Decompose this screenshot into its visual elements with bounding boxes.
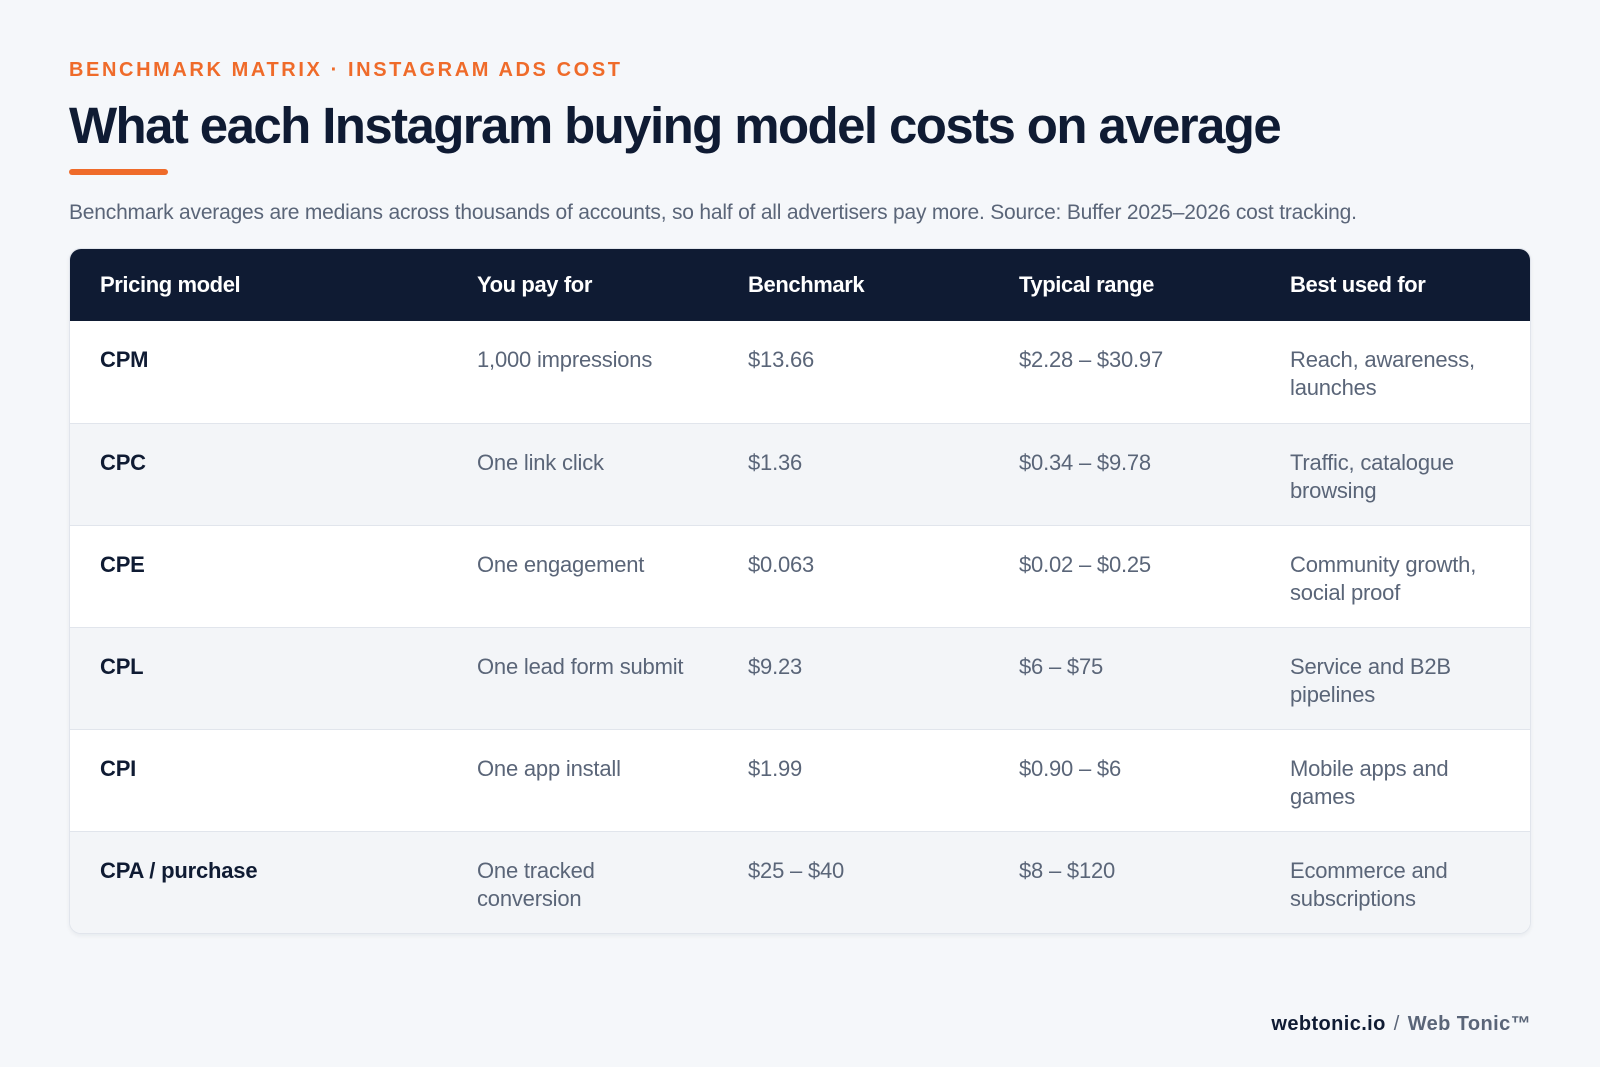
column-header-best-used-for: Best used for	[1290, 272, 1426, 297]
typical-range-cell: $8 – $120	[1019, 857, 1116, 883]
pricing-model-cell: CPA / purchase	[100, 857, 258, 883]
pricing-model-cell: CPI	[100, 755, 137, 781]
you-pay-for-cell: One link click	[477, 449, 604, 475]
page: BENCHMARK MATRIX · INSTAGRAM ADS COST Wh…	[69, 55, 1531, 934]
column-header-typical-range: Typical range	[1019, 272, 1154, 297]
you-pay-for-cell: One app install	[477, 755, 621, 781]
table-body: CPM 1,000 impressions $13.66 $2.28 – $30…	[70, 321, 1530, 933]
pricing-model-cell: CPE	[100, 551, 145, 577]
best-used-for-cell: Community growth, social proof	[1290, 551, 1477, 605]
you-pay-for-cell: One tracked conversion	[477, 857, 595, 911]
table-row: CPA / purchase One tracked conversion $2…	[70, 831, 1530, 933]
table-header: Pricing model You pay for Benchmark Typi…	[70, 249, 1530, 321]
typical-range-cell: $2.28 – $30.97	[1019, 347, 1164, 372]
benchmark-cell: $1.99	[748, 755, 803, 781]
footer-separator: /	[1393, 1013, 1400, 1035]
best-used-for-cell: Reach, awareness, launches	[1290, 347, 1475, 400]
best-used-for-cell: Ecommerce and subscriptions	[1290, 857, 1448, 911]
title-underline	[69, 169, 168, 175]
pricing-model-cell: CPL	[100, 653, 144, 679]
you-pay-for-cell: One engagement	[477, 551, 645, 577]
footer-domain-link[interactable]: webtonic.io	[1271, 1013, 1386, 1035]
footer-brand-name: Web Tonic™	[1407, 1013, 1531, 1035]
pricing-model-cell: CPC	[100, 449, 146, 475]
typical-range-cell: $0.02 – $0.25	[1019, 551, 1151, 577]
table-row: CPM 1,000 impressions $13.66 $2.28 – $30…	[70, 321, 1530, 423]
table-row: CPI One app install $1.99 $0.90 – $6 Mob…	[70, 729, 1530, 831]
benchmark-cell: $1.36	[748, 449, 803, 475]
benchmark-table-card: Pricing model You pay for Benchmark Typi…	[69, 248, 1531, 934]
typical-range-cell: $6 – $75	[1019, 653, 1104, 679]
benchmark-table: Pricing model You pay for Benchmark Typi…	[70, 249, 1530, 933]
benchmark-cell: $9.23	[748, 653, 803, 679]
table-row: CPE One engagement $0.063 $0.02 – $0.25 …	[70, 525, 1530, 627]
column-header-you-pay-for: You pay for	[477, 272, 592, 297]
benchmark-cell: $0.063	[748, 551, 815, 577]
column-header-pricing-model: Pricing model	[100, 272, 241, 297]
best-used-for-cell: Mobile apps and games	[1290, 755, 1449, 809]
page-subtitle: Benchmark averages are medians across th…	[69, 201, 1357, 224]
table-row: CPL One lead form submit $9.23 $6 – $75 …	[70, 627, 1530, 729]
page-title: What each Instagram buying model costs o…	[69, 97, 1282, 154]
best-used-for-cell: Service and B2B pipelines	[1290, 653, 1451, 707]
benchmark-cell: $25 – $40	[748, 857, 845, 883]
you-pay-for-cell: 1,000 impressions	[477, 347, 653, 372]
footer-credit: webtonic.io / Web Tonic™	[1271, 1010, 1531, 1038]
table-header-row: Pricing model You pay for Benchmark Typi…	[70, 249, 1530, 321]
best-used-for-cell: Traffic, catalogue browsing	[1290, 449, 1454, 503]
you-pay-for-cell: One lead form submit	[477, 653, 684, 679]
column-header-benchmark: Benchmark	[748, 272, 865, 297]
pricing-model-cell: CPM	[100, 347, 149, 372]
table-row: CPC One link click $1.36 $0.34 – $9.78 T…	[70, 423, 1530, 525]
benchmark-cell: $13.66	[748, 347, 815, 372]
typical-range-cell: $0.34 – $9.78	[1019, 449, 1151, 475]
eyebrow-label: BENCHMARK MATRIX · INSTAGRAM ADS COST	[69, 59, 623, 81]
typical-range-cell: $0.90 – $6	[1019, 755, 1121, 781]
